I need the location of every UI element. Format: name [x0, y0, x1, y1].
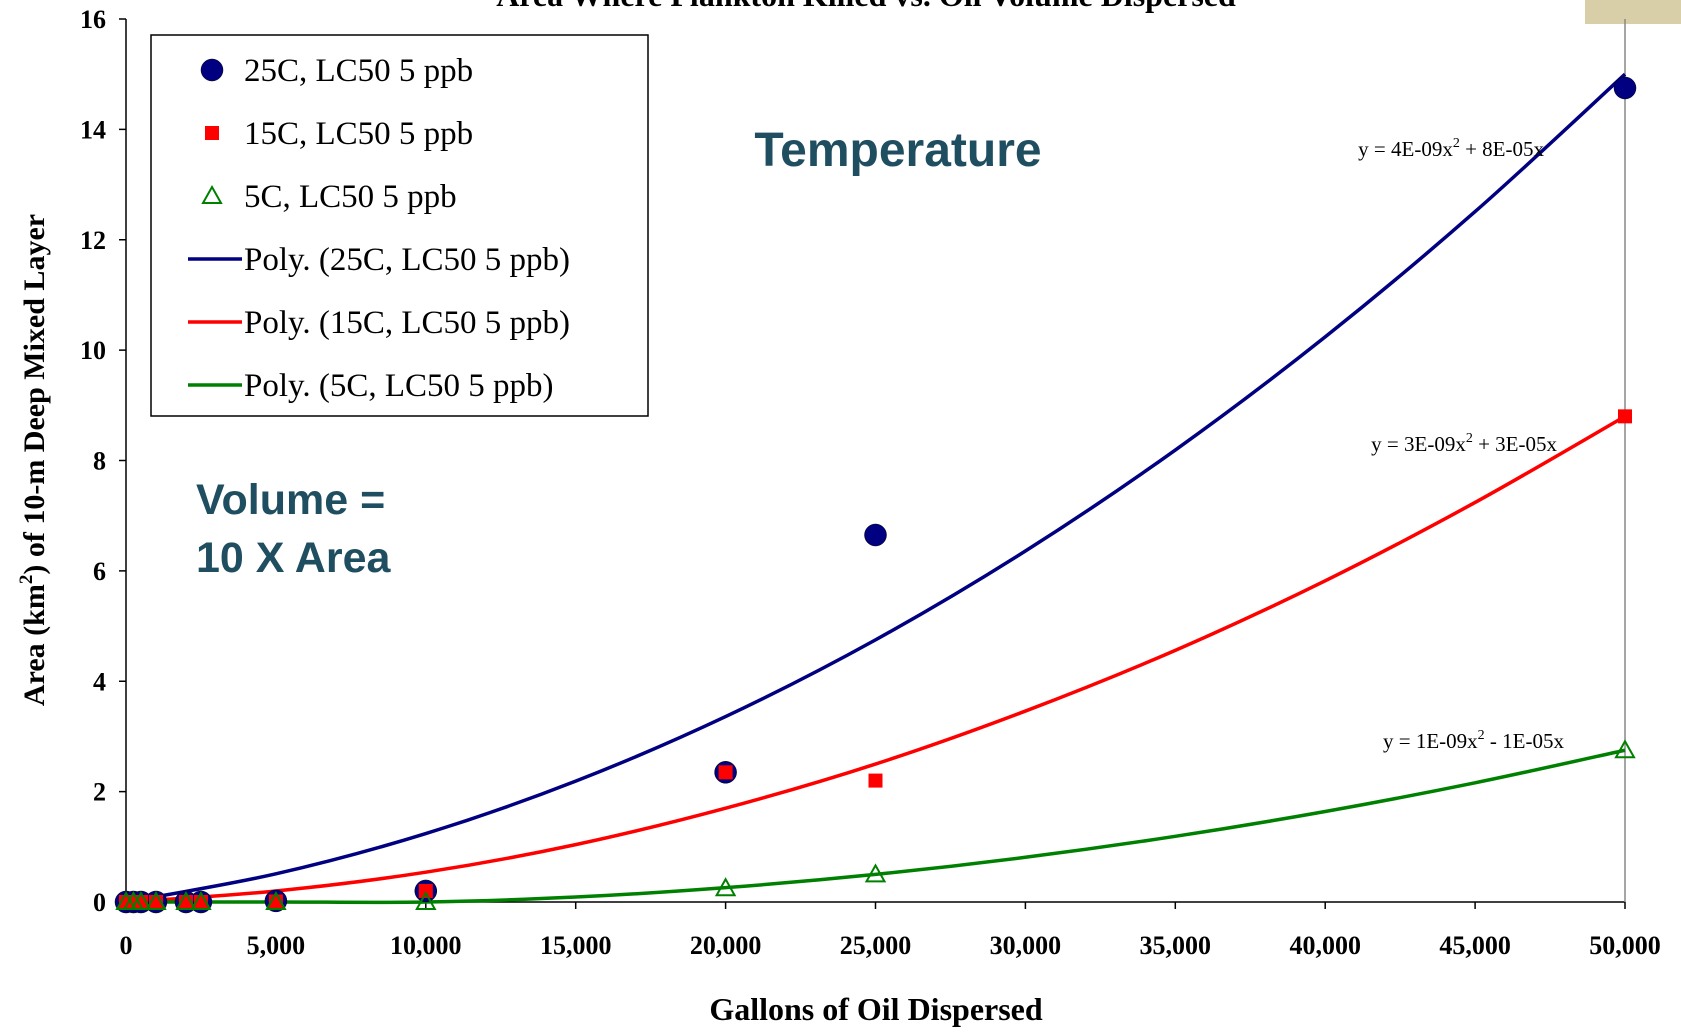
point — [1618, 409, 1632, 424]
point — [415, 890, 437, 910]
equation-part: + 8E-05x — [1460, 137, 1545, 161]
legend — [150, 34, 649, 417]
point — [864, 863, 887, 883]
annotation: Volume = — [196, 476, 385, 524]
y-tick-label: 4 — [93, 667, 106, 696]
equation-part: y = 3E-09x — [1371, 432, 1466, 456]
point — [868, 773, 883, 788]
x-tick-label: 10,000 — [390, 931, 462, 960]
x-tick-label: 5,000 — [247, 931, 306, 960]
y-axis-title-part: Area (km — [18, 584, 51, 706]
x-tick-label: 20,000 — [690, 931, 762, 960]
y-tick-label: 10 — [80, 336, 106, 365]
equation-sup: 2 — [1453, 136, 1460, 151]
x-tick-label: 40,000 — [1289, 931, 1361, 960]
point — [265, 890, 287, 910]
equation-sup: 2 — [1478, 728, 1485, 743]
y-tick-label: 0 — [93, 888, 106, 917]
equation-sup: 2 — [1466, 431, 1473, 446]
trend-equation: y = 4E-09x2 + 8E-05x — [1358, 136, 1544, 161]
point — [145, 890, 167, 910]
legend-marker — [205, 126, 219, 140]
point — [1613, 76, 1637, 100]
equation-part: - 1E-05x — [1485, 729, 1565, 753]
x-tick-label: 25,000 — [840, 931, 912, 960]
legend-marker — [200, 58, 224, 82]
y-tick-label: 16 — [80, 5, 106, 34]
equation-part: y = 1E-09x — [1383, 729, 1478, 753]
legend-label: 5C, LC50 5 ppb — [244, 179, 457, 215]
x-tick-label: 0 — [120, 931, 133, 960]
annotation: 10 X Area — [196, 534, 392, 582]
y-tick-label: 12 — [80, 226, 106, 255]
chart-title: Area Where Plankton Killed vs. Oil Volum… — [496, 0, 1236, 13]
x-axis-title: Gallons of Oil Dispersed — [709, 991, 1043, 1027]
trendline — [125, 414, 1626, 904]
equation-part: + 3E-05x — [1473, 432, 1558, 456]
y-axis-title-sup: 2 — [16, 575, 37, 585]
legend-label: 25C, LC50 5 ppb — [244, 53, 473, 89]
y-tick-label: 14 — [80, 115, 106, 144]
point — [1614, 739, 1636, 759]
annotation: Temperature — [754, 124, 1041, 177]
plot-area: 0 2 4 6 8 10 12 14 16 0 5,000 10,000 15,000 20,000 25,… — [80, 5, 1661, 960]
y-tick-label: 6 — [93, 557, 106, 586]
legend-label: 15C, LC50 5 ppb — [244, 116, 473, 152]
point — [130, 890, 152, 910]
point — [190, 890, 212, 910]
point — [718, 765, 733, 780]
legend-marker — [201, 184, 223, 204]
x-tick-label: 35,000 — [1140, 931, 1212, 960]
corner-image — [1585, 0, 1681, 24]
x-tick-label: 50,000 — [1589, 931, 1661, 960]
y-axis-title-part: ) of 10-m Deep Mixed Layer — [18, 214, 51, 575]
y-axis-title: Area (km2) of 10-m Deep Mixed Layer — [16, 214, 51, 706]
point — [864, 523, 887, 547]
legend-label: Poly. (25C, LC50 5 ppb) — [244, 242, 570, 278]
trendline — [125, 748, 1626, 905]
equation-part: y = 4E-09x — [1358, 137, 1453, 161]
legend-entries: 25C, LC50 5 ppb 15C, LC50 5 ppb 5C, LC50 5… — [188, 53, 570, 404]
legend-label: Poly. (15C, LC50 5 ppb) — [244, 305, 570, 341]
y-tick-label: 8 — [93, 447, 106, 476]
legend-label: Poly. (5C, LC50 5 ppb) — [244, 368, 554, 404]
point — [175, 890, 197, 910]
trend-equation: y = 3E-09x2 + 3E-05x — [1371, 431, 1557, 456]
point — [714, 877, 737, 897]
trendline — [125, 72, 1627, 904]
x-tick-label: 30,000 — [990, 931, 1062, 960]
trend-equation: y = 1E-09x2 - 1E-05x — [1383, 728, 1564, 753]
x-tick-label: 45,000 — [1439, 931, 1511, 960]
x-tick-label: 15,000 — [540, 931, 612, 960]
y-tick-label: 2 — [93, 778, 106, 807]
